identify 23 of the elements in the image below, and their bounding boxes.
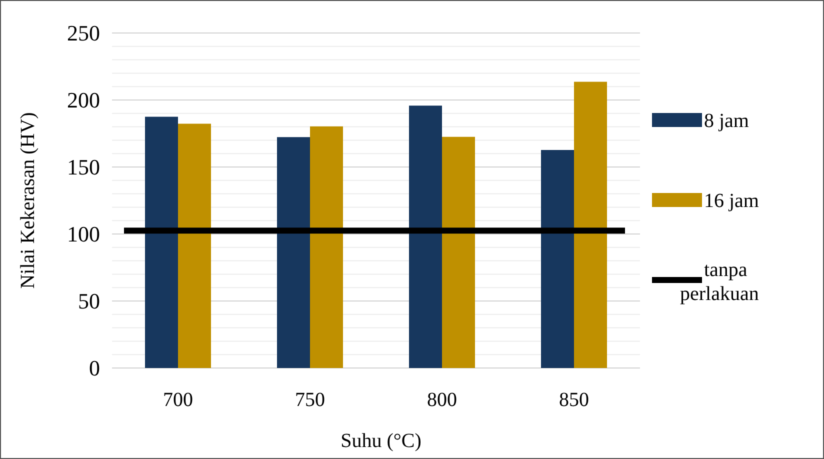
y-tick-label: 0 bbox=[89, 356, 100, 381]
bar bbox=[574, 82, 607, 368]
bar bbox=[178, 124, 211, 368]
bar bbox=[442, 136, 475, 368]
x-tick-label: 700 bbox=[163, 389, 193, 411]
y-axis-title: Nilai Kekerasan (HV) bbox=[17, 112, 39, 289]
bar bbox=[310, 126, 343, 368]
legend-label: 16 jam bbox=[704, 190, 760, 212]
bar bbox=[541, 150, 574, 368]
bar bbox=[145, 116, 178, 368]
y-tick-label: 150 bbox=[67, 154, 100, 180]
y-tick-label: 100 bbox=[67, 222, 100, 247]
x-axis-title: Suhu (°C) bbox=[340, 430, 422, 452]
bar bbox=[277, 137, 310, 368]
y-tick-label: 50 bbox=[78, 288, 100, 314]
legend-label: 8 jam bbox=[704, 110, 750, 132]
bar bbox=[409, 106, 442, 368]
x-tick-label: 750 bbox=[295, 389, 325, 411]
x-tick-label: 850 bbox=[559, 389, 589, 411]
legend-label: tanpa perlakuan bbox=[680, 259, 759, 305]
y-tick-label: 250 bbox=[67, 20, 100, 46]
x-tick-label: 800 bbox=[427, 389, 457, 411]
y-tick-label: 200 bbox=[67, 88, 100, 113]
